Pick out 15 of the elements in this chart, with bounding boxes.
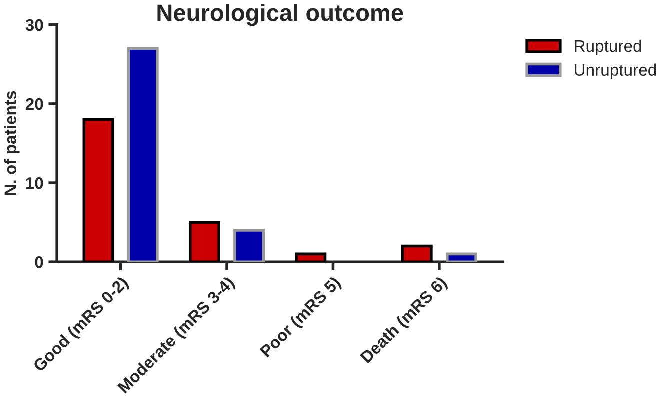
y-tick-label: 20	[26, 98, 44, 110]
y-tick-label: 0	[35, 256, 44, 268]
legend-label: Ruptured	[575, 40, 642, 56]
bar	[295, 252, 327, 262]
legend-label: Unruptured	[575, 64, 656, 80]
y-tick-label: 30	[26, 19, 44, 32]
y-axis-title: N. of patients	[4, 91, 20, 196]
bar	[82, 118, 114, 262]
bar	[188, 221, 220, 262]
bar	[446, 252, 478, 262]
bar	[234, 229, 266, 262]
bar	[401, 244, 433, 262]
chart-title: Neurological outcome	[158, 4, 404, 26]
bar	[127, 47, 159, 262]
y-tick-label: 10	[26, 177, 44, 190]
